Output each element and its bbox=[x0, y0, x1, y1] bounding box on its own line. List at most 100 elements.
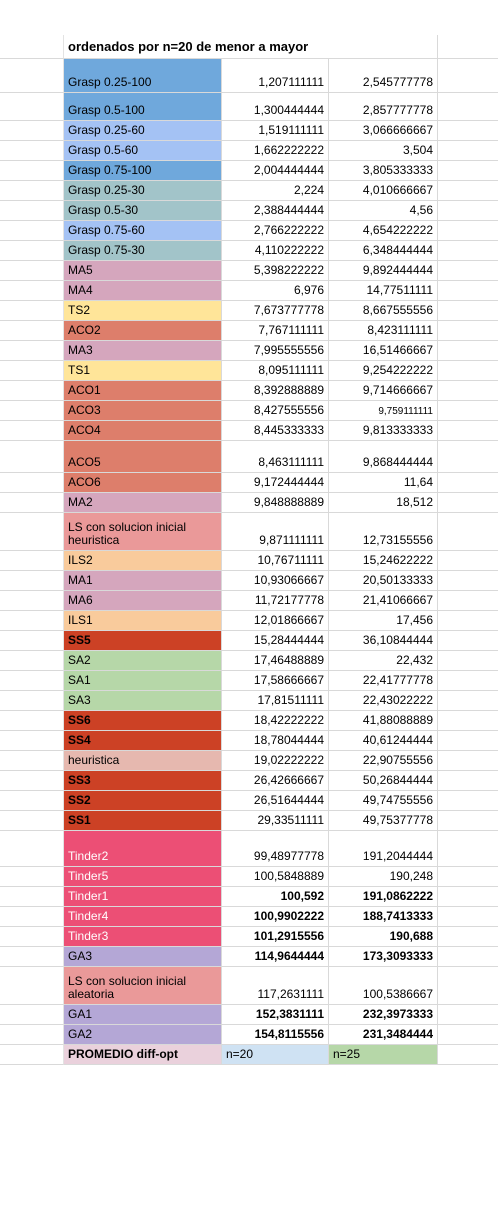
algorithm-name-cell[interactable]: SA3 bbox=[64, 691, 222, 711]
empty-cell[interactable] bbox=[438, 121, 498, 141]
gutter-cell[interactable] bbox=[0, 1005, 64, 1025]
n20-value-cell[interactable]: 6,976 bbox=[222, 281, 329, 301]
empty-cell[interactable] bbox=[438, 281, 498, 301]
algorithm-name-cell[interactable]: SS2 bbox=[64, 791, 222, 811]
algorithm-name-cell[interactable]: Tinder2 bbox=[64, 831, 222, 867]
gutter-cell[interactable] bbox=[0, 261, 64, 281]
algorithm-name-cell[interactable]: SA2 bbox=[64, 651, 222, 671]
n20-value-cell[interactable]: 8,095111111 bbox=[222, 361, 329, 381]
n20-value-cell[interactable]: 99,48977778 bbox=[222, 831, 329, 867]
n25-value-cell[interactable]: 3,504 bbox=[329, 141, 438, 161]
gutter-cell[interactable] bbox=[0, 441, 64, 473]
n20-value-cell[interactable]: 11,72177778 bbox=[222, 591, 329, 611]
algorithm-name-cell[interactable]: Tinder5 bbox=[64, 867, 222, 887]
n25-value-cell[interactable]: 9,759111111 bbox=[329, 401, 438, 421]
n20-value-cell[interactable]: 2,766222222 bbox=[222, 221, 329, 241]
empty-cell[interactable] bbox=[438, 927, 498, 947]
n20-value-cell[interactable]: 100,9902222 bbox=[222, 907, 329, 927]
n25-value-cell[interactable]: 18,512 bbox=[329, 493, 438, 513]
empty-cell[interactable] bbox=[438, 711, 498, 731]
gutter-cell[interactable] bbox=[0, 181, 64, 201]
gutter-cell[interactable] bbox=[0, 35, 64, 59]
n20-value-cell[interactable]: 101,2915556 bbox=[222, 927, 329, 947]
empty-cell[interactable] bbox=[438, 967, 498, 1005]
footer-label[interactable]: PROMEDIO diff-opt bbox=[64, 1045, 222, 1065]
gutter-cell[interactable] bbox=[0, 301, 64, 321]
n25-value-cell[interactable]: 41,88088889 bbox=[329, 711, 438, 731]
n25-value-cell[interactable]: 4,56 bbox=[329, 201, 438, 221]
n25-value-cell[interactable]: 9,868444444 bbox=[329, 441, 438, 473]
n20-value-cell[interactable]: 4,110222222 bbox=[222, 241, 329, 261]
gutter-cell[interactable] bbox=[0, 591, 64, 611]
gutter-cell[interactable] bbox=[0, 401, 64, 421]
empty-cell[interactable] bbox=[438, 473, 498, 493]
empty-cell[interactable] bbox=[438, 571, 498, 591]
sheet-title[interactable]: ordenados por n=20 de menor a mayor bbox=[64, 35, 438, 59]
empty-cell[interactable] bbox=[438, 381, 498, 401]
empty-cell[interactable] bbox=[438, 201, 498, 221]
n25-value-cell[interactable]: 9,254222222 bbox=[329, 361, 438, 381]
gutter-cell[interactable] bbox=[0, 141, 64, 161]
gutter-cell[interactable] bbox=[0, 551, 64, 571]
footer-n25[interactable]: n=25 bbox=[329, 1045, 438, 1065]
n20-value-cell[interactable]: 2,224 bbox=[222, 181, 329, 201]
n25-value-cell[interactable]: 12,73155556 bbox=[329, 513, 438, 551]
n25-value-cell[interactable]: 8,667555556 bbox=[329, 301, 438, 321]
empty-cell[interactable] bbox=[438, 1025, 498, 1045]
gutter-cell[interactable] bbox=[0, 321, 64, 341]
gutter-cell[interactable] bbox=[0, 241, 64, 261]
n25-value-cell[interactable]: 4,010666667 bbox=[329, 181, 438, 201]
empty-cell[interactable] bbox=[438, 221, 498, 241]
empty-cell[interactable] bbox=[438, 811, 498, 831]
n20-value-cell[interactable]: 2,004444444 bbox=[222, 161, 329, 181]
empty-cell[interactable] bbox=[438, 771, 498, 791]
n20-value-cell[interactable]: 17,46488889 bbox=[222, 651, 329, 671]
empty-cell[interactable] bbox=[438, 671, 498, 691]
empty-cell[interactable] bbox=[438, 631, 498, 651]
n20-value-cell[interactable]: 1,662222222 bbox=[222, 141, 329, 161]
n20-value-cell[interactable]: 152,3831111 bbox=[222, 1005, 329, 1025]
algorithm-name-cell[interactable]: Grasp 0.25-60 bbox=[64, 121, 222, 141]
empty-cell[interactable] bbox=[438, 907, 498, 927]
n20-value-cell[interactable]: 18,42222222 bbox=[222, 711, 329, 731]
empty-cell[interactable] bbox=[438, 887, 498, 907]
n25-value-cell[interactable]: 22,432 bbox=[329, 651, 438, 671]
algorithm-name-cell[interactable]: Grasp 0.75-60 bbox=[64, 221, 222, 241]
gutter-cell[interactable] bbox=[0, 59, 64, 93]
n25-value-cell[interactable]: 40,61244444 bbox=[329, 731, 438, 751]
n20-value-cell[interactable]: 10,76711111 bbox=[222, 551, 329, 571]
n25-value-cell[interactable]: 49,74755556 bbox=[329, 791, 438, 811]
n20-value-cell[interactable]: 18,78044444 bbox=[222, 731, 329, 751]
algorithm-name-cell[interactable]: Tinder1 bbox=[64, 887, 222, 907]
n20-value-cell[interactable]: 9,172444444 bbox=[222, 473, 329, 493]
footer-n20[interactable]: n=20 bbox=[222, 1045, 329, 1065]
gutter-cell[interactable] bbox=[0, 1025, 64, 1045]
algorithm-name-cell[interactable]: SS6 bbox=[64, 711, 222, 731]
algorithm-name-cell[interactable]: SA1 bbox=[64, 671, 222, 691]
algorithm-name-cell[interactable]: Grasp 0.5-60 bbox=[64, 141, 222, 161]
n25-value-cell[interactable]: 2,545777778 bbox=[329, 59, 438, 93]
n20-value-cell[interactable]: 8,427555556 bbox=[222, 401, 329, 421]
n20-value-cell[interactable]: 1,300444444 bbox=[222, 93, 329, 121]
n25-value-cell[interactable]: 8,423111111 bbox=[329, 321, 438, 341]
empty-cell[interactable] bbox=[438, 691, 498, 711]
empty-cell[interactable] bbox=[438, 141, 498, 161]
n20-value-cell[interactable]: 100,5848889 bbox=[222, 867, 329, 887]
n20-value-cell[interactable]: 12,01866667 bbox=[222, 611, 329, 631]
n25-value-cell[interactable]: 2,857777778 bbox=[329, 93, 438, 121]
gutter-cell[interactable] bbox=[0, 361, 64, 381]
algorithm-name-cell[interactable]: MA6 bbox=[64, 591, 222, 611]
algorithm-name-cell[interactable]: SS5 bbox=[64, 631, 222, 651]
algorithm-name-cell[interactable]: Grasp 0.25-100 bbox=[64, 59, 222, 93]
gutter-cell[interactable] bbox=[0, 341, 64, 361]
gutter-cell[interactable] bbox=[0, 281, 64, 301]
n25-value-cell[interactable]: 9,892444444 bbox=[329, 261, 438, 281]
n20-value-cell[interactable]: 154,8115556 bbox=[222, 1025, 329, 1045]
gutter-cell[interactable] bbox=[0, 421, 64, 441]
gutter-cell[interactable] bbox=[0, 611, 64, 631]
n25-value-cell[interactable]: 20,50133333 bbox=[329, 571, 438, 591]
n25-value-cell[interactable]: 6,348444444 bbox=[329, 241, 438, 261]
empty-cell[interactable] bbox=[438, 321, 498, 341]
n25-value-cell[interactable]: 17,456 bbox=[329, 611, 438, 631]
gutter-cell[interactable] bbox=[0, 967, 64, 1005]
